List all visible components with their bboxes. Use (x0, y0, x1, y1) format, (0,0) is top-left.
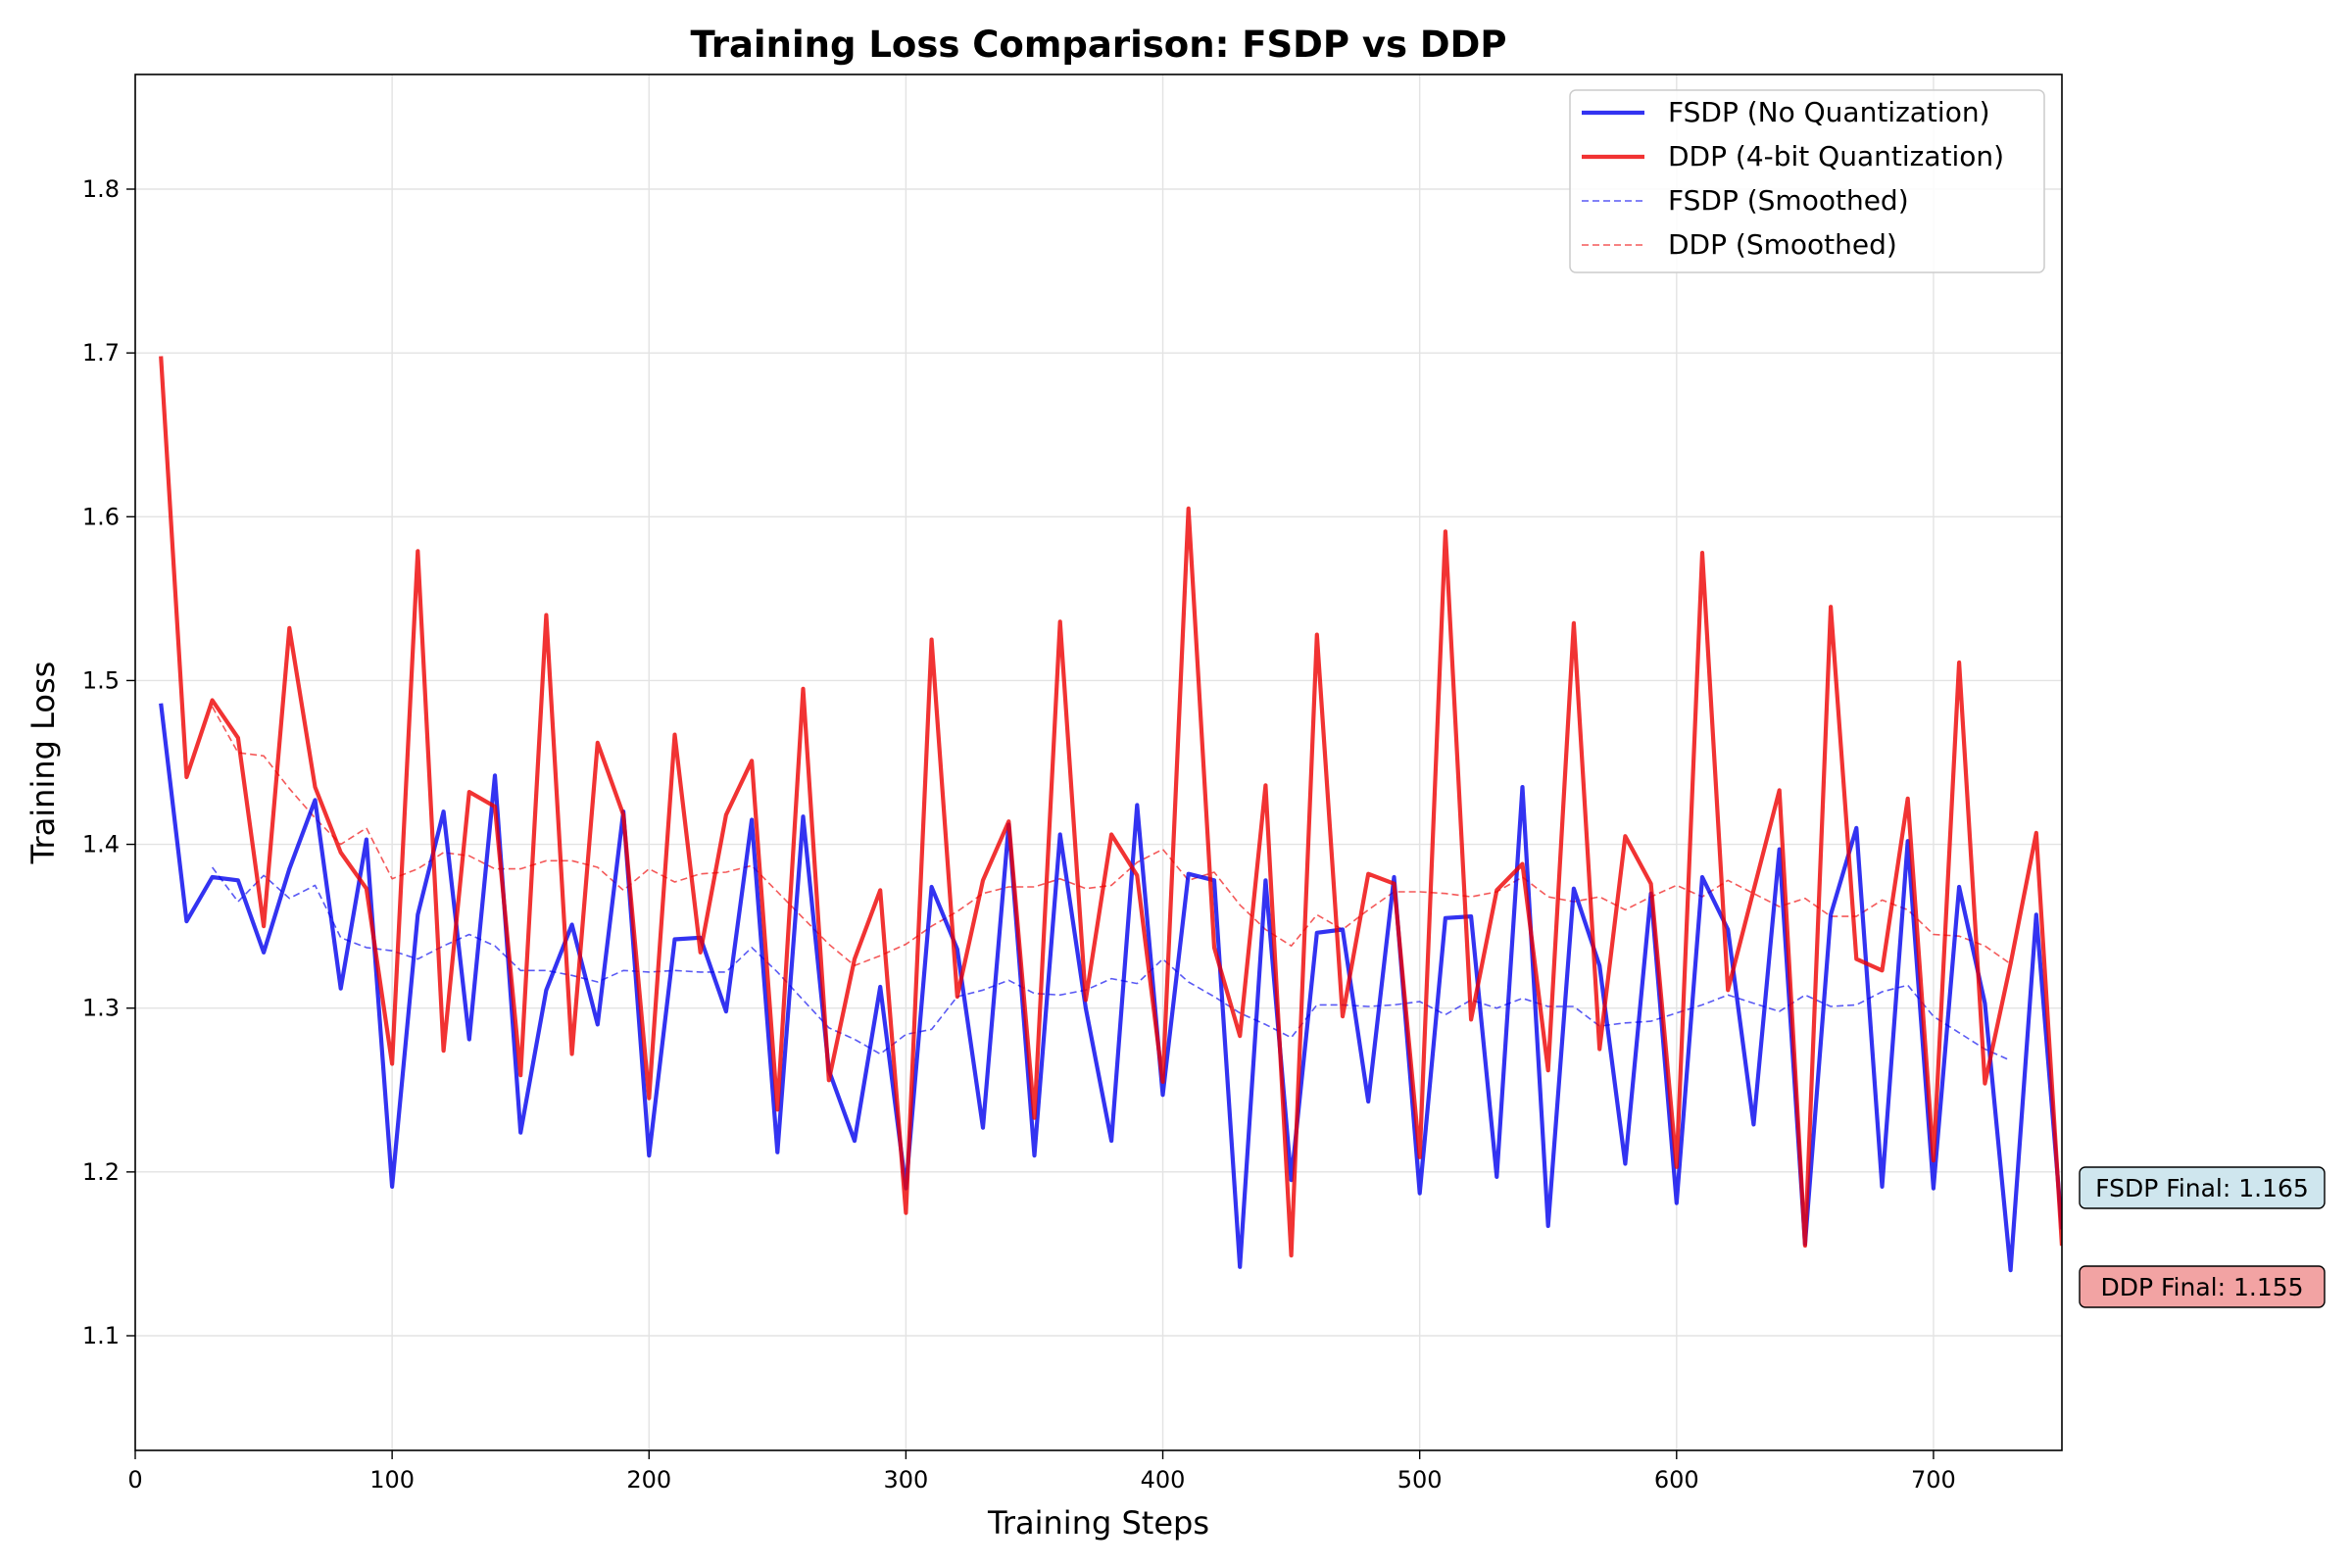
y-tick-label: 1.5 (82, 666, 120, 694)
ticks: 0 100 200 300 400 500 600 700 1.1 1.2 1.3 1.4 1.5 1.6… (82, 175, 1956, 1494)
y-tick-label: 1.7 (82, 339, 120, 367)
final-value-box (2079, 1265, 2326, 1308)
series-line-1 (159, 356, 2062, 1258)
y-tick-label: 1.3 (82, 995, 120, 1022)
x-tick-label: 400 (1141, 1466, 1186, 1494)
y-tick-label: 1.1 (82, 1322, 120, 1349)
series-line-2 (211, 866, 2011, 1061)
legend-label: FSDP (No Quantization) (1668, 96, 1990, 128)
y-tick-label: 1.2 (82, 1158, 120, 1186)
legend: FSDP (No Quantization) DDP (4-bit Quantiz… (1569, 89, 2045, 273)
legend-label: DDP (4-bit Quantization) (1668, 140, 2004, 172)
legend-label: FSDP (Smoothed) (1668, 184, 1909, 217)
x-tick-label: 100 (369, 1466, 415, 1494)
grid (134, 74, 2062, 1450)
legend-label: DDP (Smoothed) (1668, 228, 1897, 261)
y-axis-label: Training Loss (24, 662, 62, 865)
y-tick-label: 1.4 (82, 831, 120, 858)
chart-title: Training Loss Comparison: FSDP vs DDP (691, 24, 1507, 66)
final-value-box (2079, 1166, 2326, 1209)
series-line-0 (159, 703, 2062, 1273)
series-layer (159, 356, 2062, 1273)
x-tick-label: 500 (1397, 1466, 1443, 1494)
x-axis-label: Training Steps (987, 1504, 1209, 1542)
x-tick-label: 700 (1911, 1466, 1956, 1494)
y-tick-label: 1.8 (82, 175, 120, 203)
y-tick-label: 1.6 (82, 503, 120, 530)
x-tick-label: 300 (883, 1466, 928, 1494)
x-tick-label: 0 (127, 1466, 142, 1494)
x-tick-label: 600 (1654, 1466, 1699, 1494)
final-value-label: FSDP Final: 1.165 (2095, 1174, 2309, 1202)
plot-frame (134, 74, 2063, 1451)
annotations: FSDP Final: 1.165 DDP Final: 1.155 (2079, 1166, 2326, 1308)
legend-box (1569, 89, 2045, 273)
final-value-label: DDP Final: 1.155 (2100, 1273, 2303, 1301)
x-tick-label: 200 (626, 1466, 671, 1494)
